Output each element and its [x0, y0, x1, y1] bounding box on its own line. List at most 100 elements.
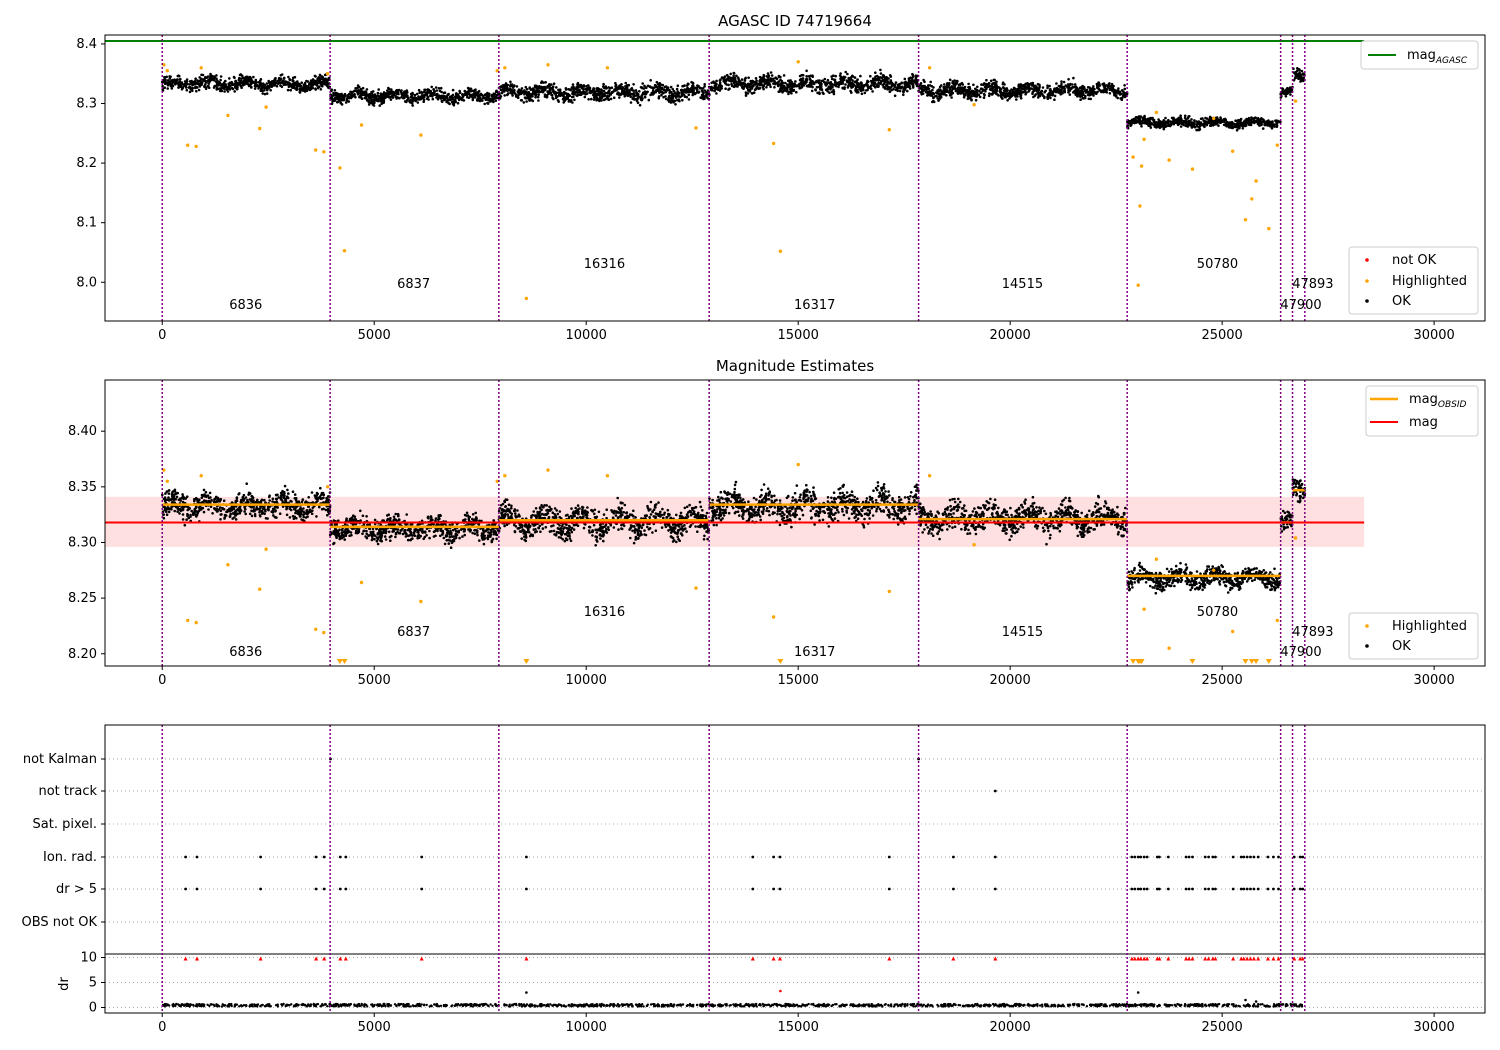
agasc-ok-point — [710, 85, 713, 89]
agasc-ok-point — [1156, 122, 1159, 125]
agasc-ok-point — [265, 82, 269, 85]
agasc-ok-point — [1019, 95, 1022, 98]
agasc-ok-point — [1215, 121, 1219, 125]
agasc-ok-point — [1242, 121, 1246, 125]
agasc-ok-point — [774, 76, 777, 79]
agasc-ok-point — [972, 83, 975, 87]
agasc-ok-point — [960, 81, 964, 85]
agasc-ok-point — [555, 86, 558, 89]
agasc-ok-point — [233, 90, 236, 93]
agasc-ok-point — [718, 89, 722, 92]
agasc-ok-point — [423, 95, 426, 99]
agasc-ok-point — [399, 90, 403, 94]
agasc-ok-point — [411, 96, 415, 99]
agasc-ok-point — [606, 91, 609, 95]
agasc-ok-point — [1088, 86, 1091, 89]
agasc-ok-point — [284, 81, 287, 84]
agasc-ok-point — [814, 88, 817, 91]
agasc-ok-point — [245, 75, 248, 79]
agasc-ok-point — [744, 83, 748, 87]
agasc-ok-point — [1245, 117, 1248, 121]
agasc-ok-point — [975, 95, 978, 98]
agasc-ok-point — [1055, 82, 1058, 85]
agasc-ok-point — [250, 80, 253, 83]
agasc-ok-point — [349, 90, 352, 94]
agasc-ok-point — [248, 83, 252, 87]
agasc-ok-point — [387, 86, 390, 90]
agasc-ok-point — [1075, 86, 1079, 90]
agasc-ok-point — [1249, 118, 1253, 122]
agasc-ok-point — [742, 81, 745, 85]
agasc-ok-point — [168, 82, 171, 86]
agasc-ok-point — [600, 89, 603, 92]
agasc-ok-point — [410, 94, 414, 98]
agasc-ok-point — [232, 75, 236, 79]
agasc-ok-point — [403, 100, 407, 103]
agasc-ok-point — [288, 77, 291, 81]
agasc-ok-point — [596, 87, 600, 91]
agasc-ok-point — [1072, 86, 1075, 89]
magnitude-ok-point — [178, 512, 181, 515]
agasc-ok-point — [276, 79, 280, 83]
agasc-ok-point — [612, 96, 616, 99]
agasc-ytick-label: 8.2 — [76, 156, 97, 171]
agasc-ok-point — [860, 92, 864, 96]
agasc-ok-point — [668, 91, 671, 95]
agasc-ok-point — [569, 100, 572, 103]
agasc-ok-point — [945, 94, 948, 97]
magnitude-ok-point — [319, 486, 322, 490]
agasc-ok-point — [376, 91, 380, 95]
agasc-ok-point — [353, 93, 356, 97]
agasc-ok-point — [1038, 94, 1042, 98]
agasc-ok-point — [785, 83, 789, 86]
agasc-ok-point — [566, 92, 569, 96]
agasc-ok-point — [618, 96, 621, 99]
agasc-highlighted-point — [342, 249, 347, 253]
agasc-ok-point — [848, 82, 851, 86]
magnitude-ok-point — [234, 509, 237, 513]
agasc-ok-point — [902, 87, 905, 91]
agasc-ok-point — [536, 95, 540, 99]
magnitude-ok-point — [300, 500, 304, 504]
agasc-ok-point — [1112, 91, 1116, 94]
agasc-ok-point — [455, 94, 458, 97]
agasc-ok-point — [254, 84, 258, 88]
agasc-ok-point — [356, 91, 359, 94]
agasc-ok-point — [635, 97, 639, 101]
agasc-ok-point — [364, 95, 368, 99]
agasc-ok-point — [220, 83, 224, 86]
agasc-ok-point — [494, 99, 498, 102]
agasc-ok-point — [687, 93, 691, 97]
agasc-ok-point — [576, 83, 579, 86]
agasc-ok-point — [515, 95, 518, 98]
agasc-ok-point — [1177, 118, 1180, 122]
agasc-ok-point — [1245, 120, 1249, 123]
agasc-ok-point — [371, 93, 374, 96]
agasc-ok-point — [520, 91, 524, 95]
agasc-ok-point — [367, 103, 371, 106]
agasc-ok-point — [1015, 98, 1018, 101]
agasc-ok-point — [890, 88, 893, 92]
agasc-highlighted-point — [226, 113, 230, 118]
agasc-ok-point — [368, 96, 371, 100]
agasc-ok-point — [314, 87, 317, 90]
agasc-ok-point — [1031, 91, 1034, 94]
agasc-ok-point — [993, 89, 997, 92]
agasc-ok-point — [1072, 76, 1075, 80]
agasc-ok-point — [198, 76, 201, 79]
agasc-ok-point — [339, 101, 343, 105]
agasc-ok-point — [984, 85, 988, 89]
agasc-ok-point — [371, 103, 375, 106]
agasc-ok-point — [209, 72, 212, 76]
agasc-ok-point — [311, 86, 315, 90]
agasc-highlighted-point — [1154, 110, 1159, 115]
agasc-ok-point — [920, 91, 923, 94]
agasc-ok-point — [270, 85, 274, 88]
agasc-ok-point — [202, 79, 206, 83]
agasc-ok-point — [1123, 91, 1127, 95]
agasc-ok-point — [313, 74, 317, 78]
agasc-ok-point — [258, 79, 262, 83]
agasc-ok-point — [1256, 118, 1259, 121]
agasc-ok-point — [690, 89, 693, 93]
agasc-ok-point — [575, 94, 579, 97]
